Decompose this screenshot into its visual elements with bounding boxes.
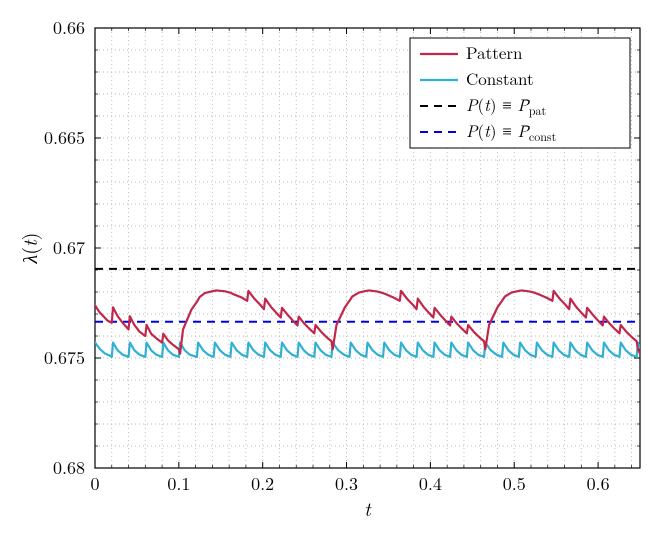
svg-text:λ(t): λ(t)	[14, 233, 43, 265]
svg-text:0.67: 0.67	[53, 235, 85, 260]
svg-text:0.4: 0.4	[419, 471, 442, 496]
svg-text:0.6: 0.6	[587, 471, 610, 496]
svg-text:0.3: 0.3	[335, 471, 358, 496]
svg-text:0.1: 0.1	[167, 471, 190, 496]
svg-text:Pattern: Pattern	[466, 40, 523, 64]
svg-text:0.665: 0.665	[44, 125, 85, 150]
svg-text:0.2: 0.2	[251, 471, 274, 496]
svg-text:0.675: 0.675	[44, 345, 85, 370]
svg-text:Constant: Constant	[466, 66, 534, 90]
svg-text:0.68: 0.68	[53, 455, 85, 480]
svg-text:0: 0	[91, 471, 100, 496]
svg-text:0.5: 0.5	[503, 471, 526, 496]
lambda-vs-t-chart: 0 0.1 0.2 0.3 0.4 0.5 0.6 0.66 0.665 0.67 0.675 0.6…	[0, 0, 669, 540]
svg-text:0.66: 0.66	[53, 15, 85, 40]
